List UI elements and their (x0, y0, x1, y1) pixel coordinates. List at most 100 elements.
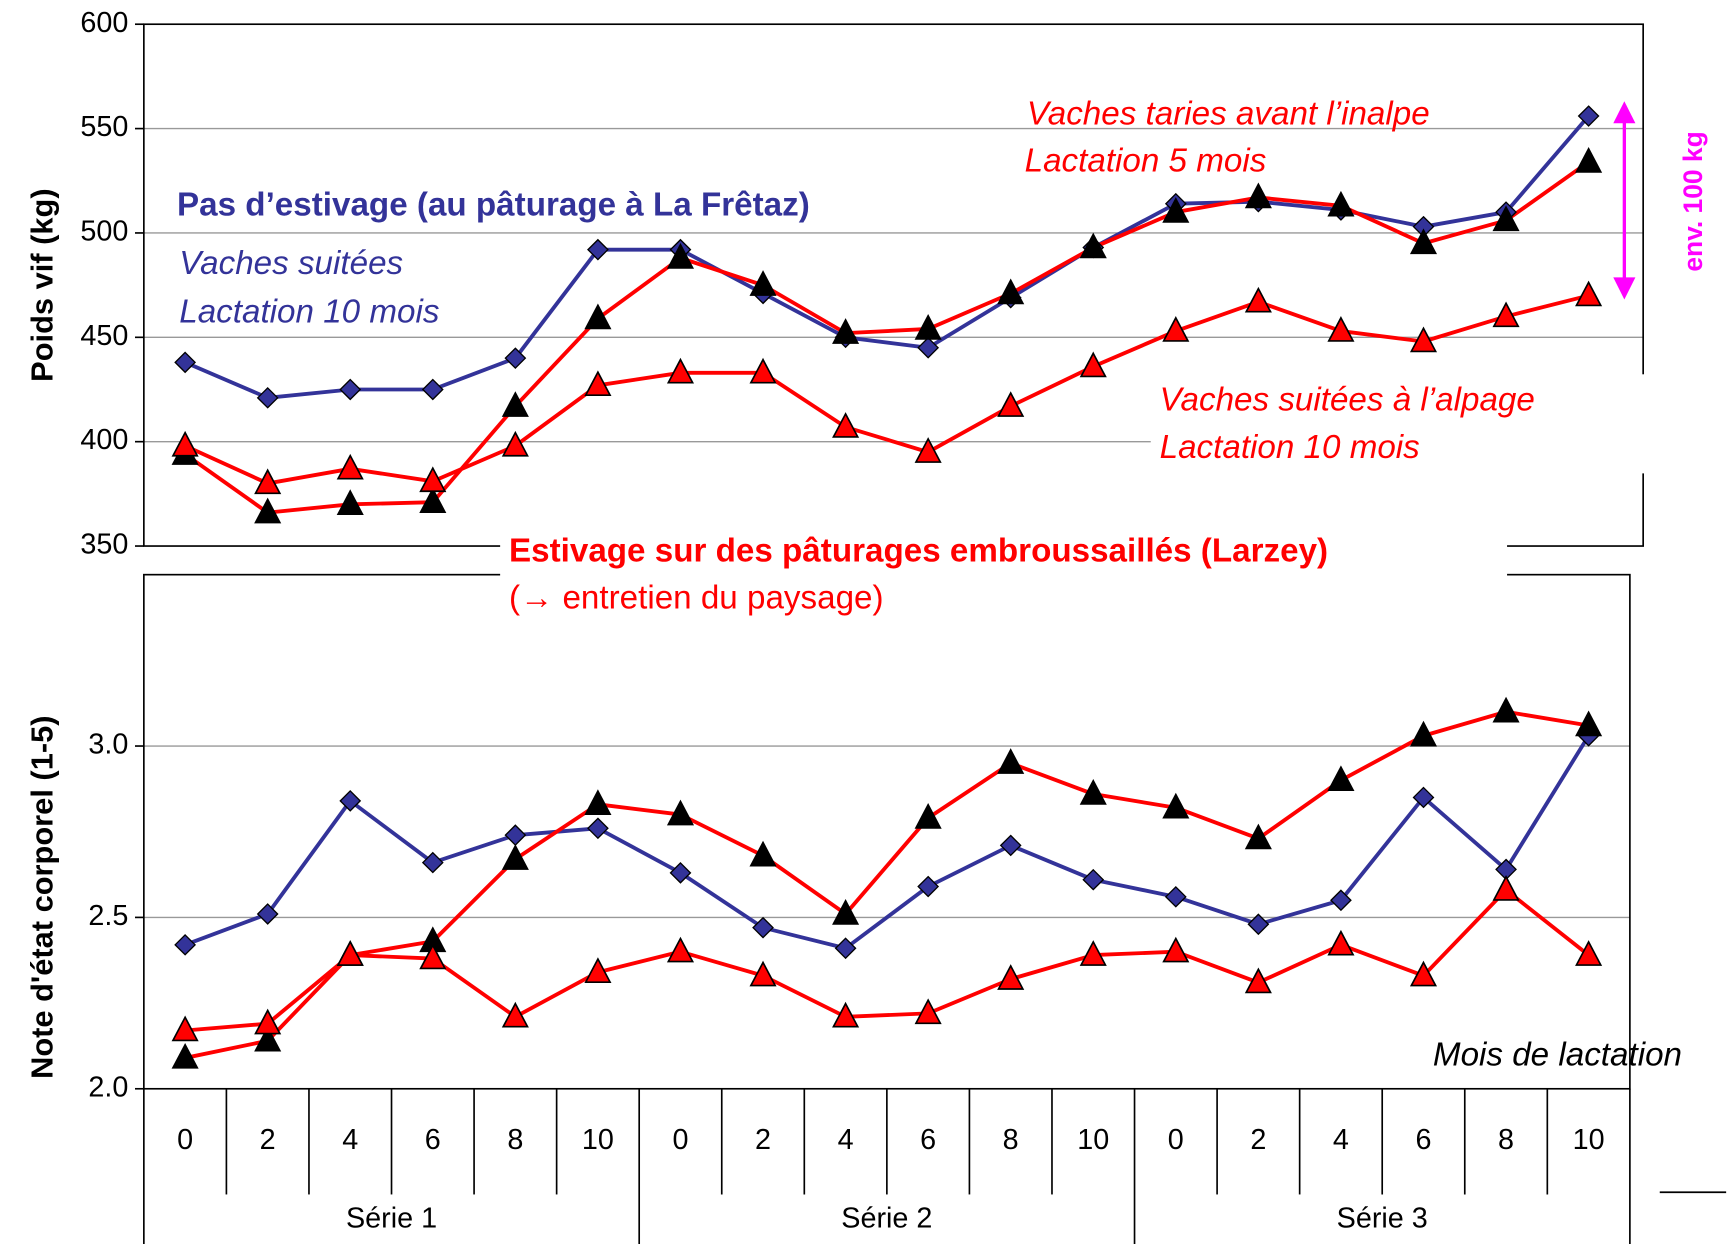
diamond-marker (917, 336, 940, 359)
diamond-marker (1577, 105, 1600, 127)
triangle-marker (336, 940, 364, 966)
x-tick-label: 4 (342, 1124, 358, 1156)
triangle-marker (914, 437, 942, 463)
diamond-marker (669, 862, 692, 884)
triangle-marker (1409, 228, 1438, 255)
diamond-marker (1330, 889, 1352, 912)
triangle-marker (1409, 326, 1438, 353)
x-tick-label: 0 (1168, 1124, 1184, 1156)
triangle-marker (914, 313, 942, 340)
x-tick-label: 10 (582, 1124, 614, 1156)
y-tick-label: 550 (80, 111, 128, 143)
series-line (184, 293, 1590, 486)
triangle-marker (1079, 232, 1107, 259)
triangle-marker (501, 844, 529, 870)
triangle-marker (584, 303, 612, 330)
triangle-marker (1244, 967, 1272, 994)
diamond-marker (174, 351, 197, 374)
triangle-marker (1575, 710, 1603, 737)
diamond-marker (421, 378, 444, 401)
series-line (184, 734, 1591, 951)
triangle-marker (1079, 779, 1107, 805)
annotation: env. 100 kg (1678, 131, 1708, 271)
triangle-marker (749, 270, 777, 296)
diamond-marker (917, 875, 940, 898)
y-tick-label: 2.5 (88, 900, 128, 932)
diamond-marker (587, 817, 609, 840)
triangle-marker (1575, 940, 1603, 966)
y-tick-label: 350 (80, 529, 128, 561)
y-tick-label: 400 (80, 424, 128, 456)
arrow-head (1613, 277, 1636, 300)
triangle-marker (501, 1001, 529, 1028)
triangle-marker (1327, 765, 1355, 792)
annotation: Vaches taries avant l’inalpe (1027, 95, 1430, 132)
annotation: Vaches suitées à l’alpage (1160, 382, 1535, 419)
plot-frame (143, 573, 1631, 1090)
triangle-marker (1575, 280, 1603, 307)
annotation: Lactation 10 mois (1160, 429, 1420, 466)
x-tick-label: 6 (425, 1124, 441, 1156)
triangle-marker (1079, 940, 1107, 966)
annotation: (→ entretien du paysage) (509, 580, 884, 617)
arrow-head (1613, 101, 1636, 124)
annotation: Lactation 10 mois (179, 294, 439, 331)
triangle-marker (1327, 316, 1355, 342)
triangle-marker (1244, 286, 1272, 313)
diamond-marker (1412, 786, 1435, 809)
triangle-marker (1244, 182, 1272, 209)
triangle-marker (254, 497, 282, 524)
diamond-marker (587, 238, 609, 261)
triangle-marker (1409, 720, 1438, 747)
annotation: Vaches suitées (179, 245, 403, 282)
diamond-marker (339, 378, 362, 401)
series-line (184, 888, 1590, 1033)
annotation: Estivage sur des pâturages embroussaillé… (509, 532, 1328, 569)
diamond-marker (752, 916, 774, 939)
diamond-marker (1082, 868, 1105, 891)
x-tick-label: 6 (1415, 1124, 1431, 1156)
triangle-marker (1492, 874, 1520, 901)
triangle-marker (1162, 792, 1190, 819)
triangle-marker (832, 898, 860, 925)
y-tick-label: 500 (80, 216, 128, 248)
annotation: Lactation 5 mois (1025, 143, 1267, 180)
triangle-marker (749, 840, 777, 867)
series-line (184, 709, 1589, 1060)
triangle-marker (1409, 960, 1438, 987)
triangle-marker (1575, 146, 1603, 173)
triangle-marker (254, 1025, 282, 1052)
x-tick-label: 10 (1573, 1124, 1605, 1156)
diamond-marker (339, 790, 362, 812)
x-tick-label: 2 (755, 1124, 771, 1156)
triangle-marker (419, 487, 447, 513)
series-line (184, 160, 1590, 515)
triangle-marker (1162, 936, 1190, 963)
triangle-marker (1327, 929, 1355, 956)
triangle-marker (666, 799, 695, 826)
annotation-background (500, 528, 1508, 624)
triangle-marker (501, 391, 529, 417)
triangle-marker (501, 430, 529, 457)
triangle-marker (336, 489, 364, 516)
annotations: Vaches taries avant l’inalpe Lactation 5… (177, 95, 1727, 1194)
x-tick-label: 0 (177, 1124, 193, 1156)
diamond-marker (504, 824, 527, 846)
y-axis-label: Note d'état corporel (1-5) (24, 716, 59, 1079)
triangle-marker (666, 357, 695, 384)
triangle-marker (832, 1001, 860, 1028)
triangle-marker (749, 960, 777, 987)
annotation: Pas d’estivage (au pâturage à La Frêtaz) (177, 187, 810, 224)
triangle-marker (171, 430, 199, 457)
diamond-marker (504, 347, 527, 370)
triangle-marker (584, 957, 612, 983)
triangle-marker (666, 936, 695, 963)
triangle-marker (1079, 351, 1107, 378)
triangle-marker (1492, 696, 1520, 723)
x-tick-label: 10 (1077, 1124, 1109, 1156)
y-tick-label: 3.0 (88, 729, 128, 761)
triangle-marker (832, 318, 860, 344)
x-tick-label: 4 (838, 1124, 854, 1156)
triangle-marker (1244, 823, 1272, 850)
triangle-marker (584, 789, 612, 816)
